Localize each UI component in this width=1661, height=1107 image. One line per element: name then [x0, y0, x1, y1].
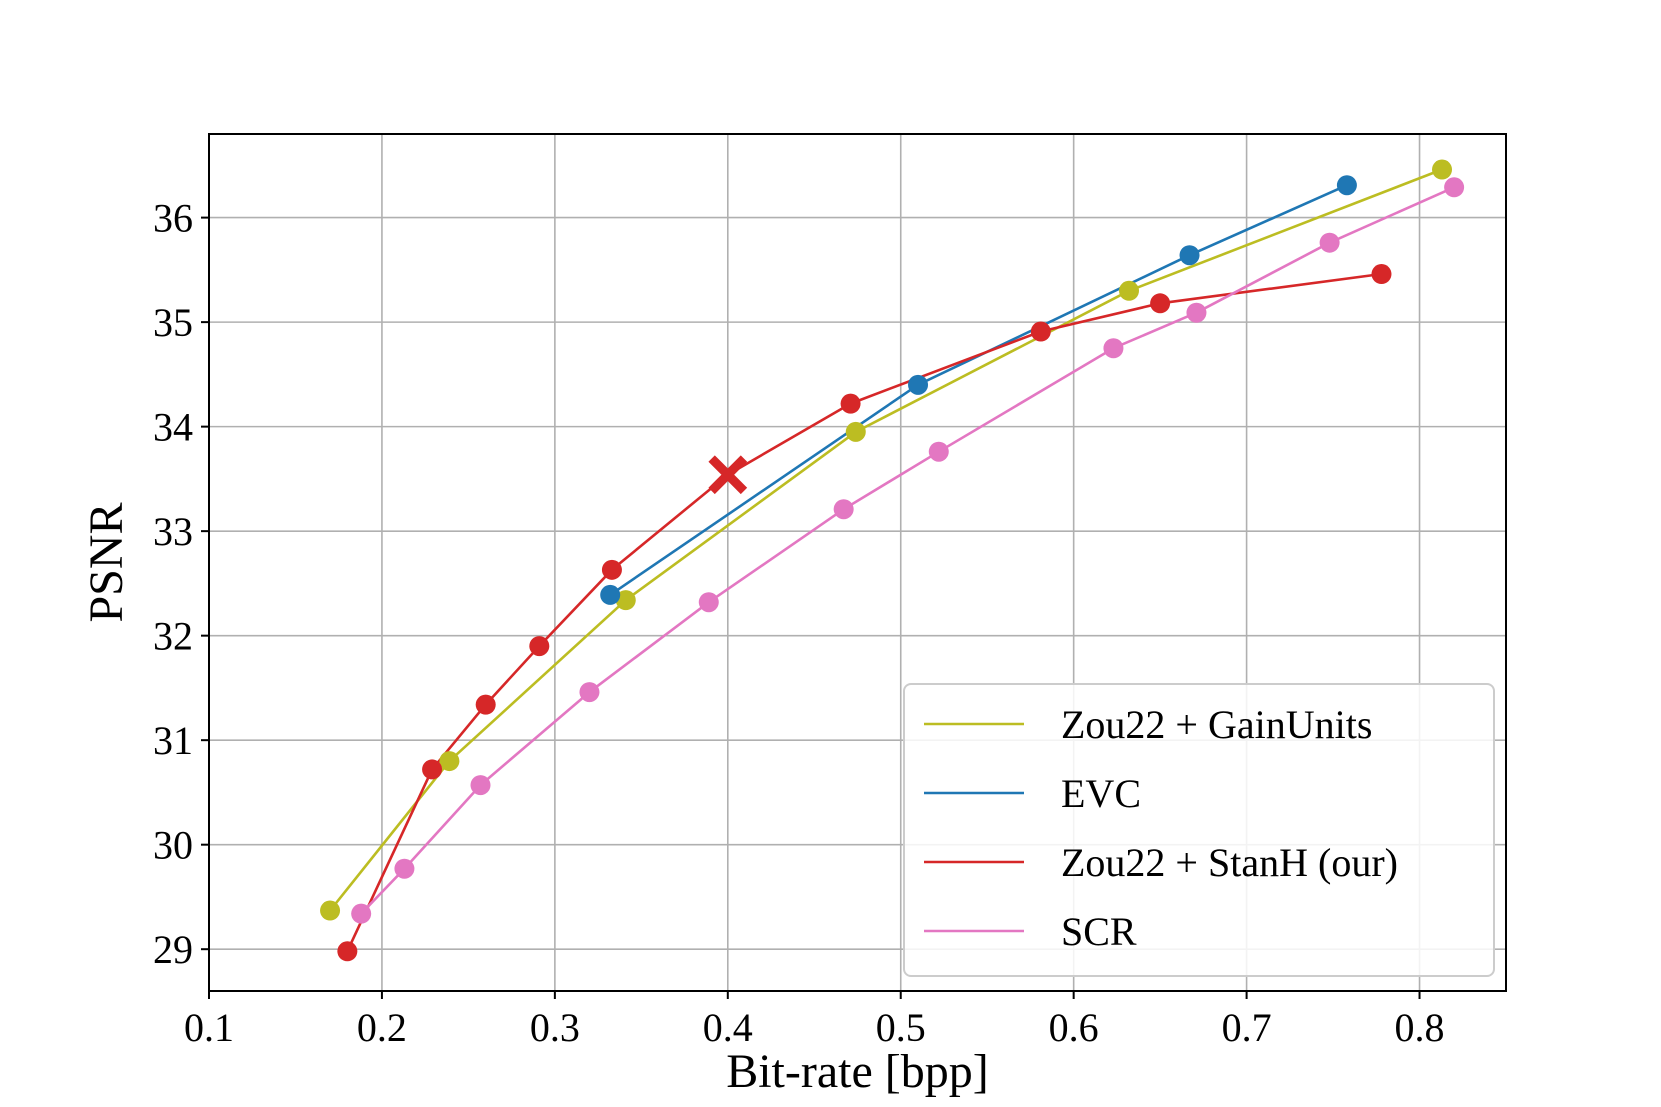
x-tick-label: 0.6 — [1049, 1005, 1099, 1050]
series-line-zou22-stanh-our — [346, 272, 1382, 952]
data-point-evc — [908, 374, 929, 395]
x-marker-stroke — [708, 455, 748, 495]
data-point-zou22-stanh-our — [1030, 321, 1051, 342]
data-point-zou22-stanh-our — [840, 393, 861, 414]
data-point-zou22-stanh-our — [337, 941, 358, 962]
x-tick-label: 0.4 — [703, 1005, 753, 1050]
data-point-zou22-stanh-our — [1150, 293, 1171, 314]
y-tick-label: 29 — [153, 927, 193, 972]
data-point-zou22-gainunits — [439, 751, 460, 772]
data-point-scr — [928, 441, 949, 462]
y-tick-label: 33 — [153, 509, 193, 554]
x-tick-label: 0.1 — [184, 1005, 234, 1050]
data-point-zou22-gainunits — [1432, 159, 1453, 180]
legend-label-scr: SCR — [1061, 909, 1137, 954]
data-point-scr — [1319, 232, 1340, 253]
y-axis-label: PSNR — [80, 502, 133, 622]
data-point-scr — [833, 499, 854, 520]
y-tick-label: 35 — [153, 300, 193, 345]
data-point-evc — [600, 584, 621, 605]
x-tick-label: 0.8 — [1395, 1005, 1445, 1050]
data-point-zou22-gainunits — [320, 900, 341, 921]
data-point-evc — [1336, 175, 1357, 196]
y-tick-label: 36 — [153, 196, 193, 241]
x-tick-label: 0.2 — [357, 1005, 407, 1050]
data-point-scr — [1103, 338, 1124, 359]
y-tick-label: 31 — [153, 718, 193, 763]
data-point-evc — [1179, 245, 1200, 266]
y-tick-label: 34 — [153, 405, 193, 450]
data-point-scr — [698, 592, 719, 613]
x-tick-label: 0.5 — [876, 1005, 926, 1050]
data-point-scr — [1444, 177, 1465, 198]
data-point-scr — [579, 682, 600, 703]
data-point-zou22-stanh-our — [422, 759, 443, 780]
series-markers — [320, 159, 1465, 962]
legend-label-zou22-gainunits: Zou22 + GainUnits — [1061, 702, 1372, 747]
data-point-scr — [1186, 302, 1207, 323]
series-line-zou22-gainunits — [329, 168, 1443, 912]
x-tick-label: 0.7 — [1222, 1005, 1272, 1050]
data-point-zou22-stanh-our — [1371, 264, 1392, 285]
ticks: 0.1 0.2 0.3 0.4 0.5 0.6 0.7 0.8 29 30 31 32 33 34 35 36 — [153, 196, 1445, 1050]
legend-label-evc: EVC — [1061, 771, 1141, 816]
data-point-scr — [351, 903, 372, 924]
data-point-zou22-gainunits — [845, 421, 866, 442]
data-point-zou22-stanh-our — [529, 636, 550, 657]
x-axis-label: Bit-rate [bpp] — [726, 1045, 989, 1098]
data-point-zou22-stanh-our — [475, 694, 496, 715]
legend: Zou22 + GainUnits EVC Zou22 + StanH (our) S… — [903, 683, 1495, 977]
series-line-evc — [609, 184, 1348, 596]
data-point-zou22-gainunits — [1119, 280, 1140, 301]
data-point-zou22-gainunits — [615, 590, 636, 611]
data-point-scr — [470, 775, 491, 796]
y-tick-label: 32 — [153, 614, 193, 659]
legend-label-zou22-stanh-our: Zou22 + StanH (our) — [1061, 840, 1398, 885]
y-tick-label: 30 — [153, 823, 193, 868]
legend-box — [903, 683, 1495, 977]
data-point-scr — [394, 858, 415, 879]
series-lines — [329, 168, 1455, 952]
x-tick-label: 0.3 — [530, 1005, 580, 1050]
highlight-x-marker — [708, 455, 748, 495]
data-point-zou22-stanh-our — [601, 559, 622, 580]
plot-frame — [208, 133, 1507, 992]
